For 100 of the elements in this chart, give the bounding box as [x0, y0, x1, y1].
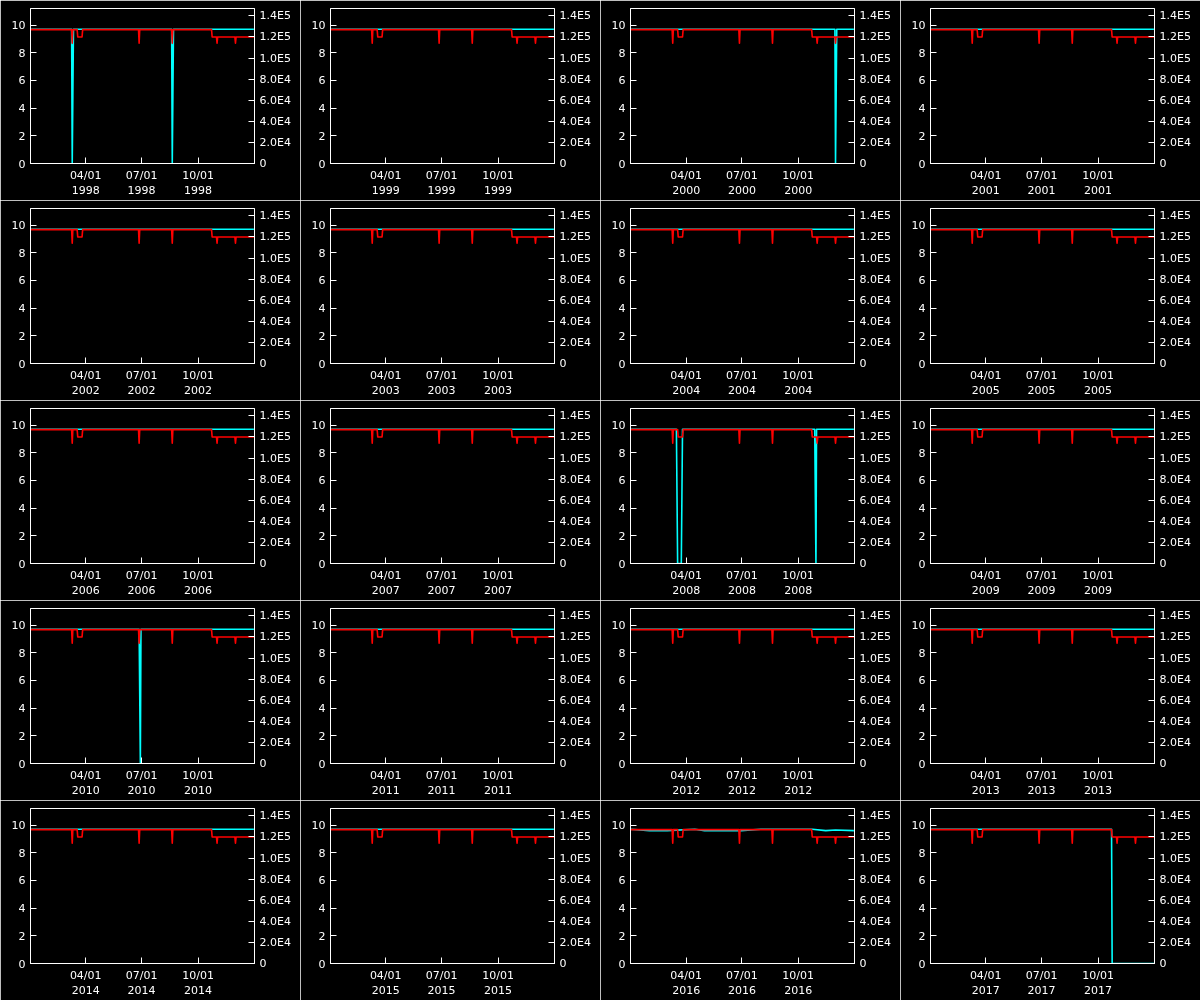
y-tick-label: 8	[318, 446, 326, 460]
x-tick-label: 07/01 2017	[1025, 968, 1058, 998]
y-tick-label: 4	[18, 902, 26, 916]
x-tick-label: 07/01 1999	[425, 168, 458, 198]
y2-tick-label: 8.0E4	[859, 72, 891, 86]
y2-tick-label: 1.0E5	[859, 851, 891, 865]
y-tick-label: 2	[618, 129, 626, 143]
y-tick-label: 2	[318, 729, 326, 743]
y2-tick-label: 1.2E5	[259, 230, 291, 244]
y2-tick-label: 1.2E5	[1159, 30, 1191, 44]
y2-tick-label: 4.0E4	[1159, 314, 1191, 328]
y-tick-label: 8	[918, 46, 926, 60]
y2-tick-label: 1.2E5	[259, 630, 291, 644]
y2-tick-label: 6.0E4	[259, 493, 291, 507]
y2-tick-label: 1.0E5	[259, 851, 291, 865]
y-tick-label: 8	[318, 46, 326, 60]
y2-tick-label: 6.0E4	[559, 93, 591, 107]
y2-tick-label: 4.0E4	[859, 714, 891, 728]
x-tick-label: 10/01 2005	[1082, 368, 1114, 398]
y2-tick-label: 1.4E5	[559, 809, 591, 823]
y-tick-label: 10	[911, 19, 926, 33]
y-tick-label: 0	[18, 357, 26, 371]
y-tick-label: 6	[918, 274, 926, 288]
y2-tick-label: 1.4E5	[1159, 209, 1191, 223]
y2-tick-label: 2.0E4	[559, 335, 591, 349]
y2-tick-label: 8.0E4	[1159, 472, 1191, 486]
x-tick-label: 07/01 2002	[125, 368, 158, 398]
y2-tick-label: 4.0E4	[559, 514, 591, 528]
y2-tick-label: 1.4E5	[259, 609, 291, 623]
y2-tick-label: 2.0E4	[1159, 935, 1191, 949]
y2-tick-label: 1.0E5	[859, 51, 891, 65]
y2-tick-label: 0	[1159, 957, 1167, 970]
y2-tick-label: 4.0E4	[259, 314, 291, 328]
x-tick-label: 07/01 2001	[1025, 168, 1058, 198]
y2-tick-label: 1.4E5	[559, 409, 591, 423]
x-tick-label: 10/01 2017	[1082, 968, 1114, 998]
y2-tick-label: 1.2E5	[559, 30, 591, 44]
y-tick-label: 8	[18, 446, 26, 460]
y-tick-label: 8	[918, 246, 926, 260]
x-tick-label: 04/01 2012	[670, 768, 703, 798]
x-tick-label: 04/01 2008	[670, 568, 703, 598]
y-tick-label: 8	[618, 646, 626, 660]
x-tick-label: 04/01 2001	[969, 168, 1002, 198]
y2-tick-label: 1.2E5	[859, 230, 891, 244]
y-tick-label: 10	[311, 619, 326, 633]
x-tick-label: 04/01 2000	[670, 168, 703, 198]
y-tick-label: 0	[618, 757, 626, 771]
y-tick-label: 0	[918, 157, 926, 171]
x-tick-label: 07/01 2003	[425, 368, 458, 398]
y-tick-label: 4	[18, 702, 26, 716]
y2-tick-label: 2.0E4	[259, 735, 291, 749]
y2-tick-label: 4.0E4	[259, 114, 291, 128]
y2-tick-label: 8.0E4	[259, 72, 291, 86]
x-tick-label: 07/01 2000	[726, 168, 758, 198]
y2-tick-label: 0	[859, 757, 867, 770]
x-tick-label: 10/01 1999	[482, 168, 514, 198]
y2-tick-label: 1.2E5	[859, 830, 891, 844]
x-tick-label: 07/01 2005	[1025, 368, 1058, 398]
y-tick-label: 6	[918, 674, 926, 688]
y2-tick-label: 1.4E5	[1159, 609, 1191, 623]
y-tick-label: 0	[18, 157, 26, 171]
x-tick-label: 10/01 2003	[482, 368, 514, 398]
y-tick-label: 10	[11, 819, 26, 833]
y2-tick-label: 1.4E5	[1159, 809, 1191, 823]
x-tick-label: 07/01 2012	[726, 768, 758, 798]
y-tick-label: 6	[318, 674, 326, 688]
y2-tick-label: 4.0E4	[859, 514, 891, 528]
y2-tick-label: 1.0E5	[559, 851, 591, 865]
y2-tick-label: 4.0E4	[859, 314, 891, 328]
y2-tick-label: 2.0E4	[1159, 535, 1191, 549]
y-tick-label: 0	[318, 957, 326, 971]
y-tick-label: 2	[918, 129, 926, 143]
x-tick-label: 04/01 2013	[969, 768, 1002, 798]
y2-tick-label: 0	[259, 757, 267, 770]
y-tick-label: 4	[918, 502, 926, 516]
y2-tick-label: 6.0E4	[859, 93, 891, 107]
y2-tick-label: 1.2E5	[1159, 630, 1191, 644]
y2-tick-label: 0	[859, 557, 867, 570]
y2-tick-label: 0	[859, 957, 867, 970]
y2-tick-label: 4.0E4	[259, 914, 291, 928]
y2-tick-label: 1.0E5	[1159, 851, 1191, 865]
y2-tick-label: 1.4E5	[1159, 409, 1191, 423]
y-tick-label: 6	[318, 874, 326, 888]
y2-tick-label: 8.0E4	[559, 72, 591, 86]
y2-tick-label: 0	[559, 157, 567, 170]
y-tick-label: 2	[18, 329, 26, 343]
y-tick-label: 10	[611, 19, 626, 33]
y-tick-label: 2	[918, 729, 926, 743]
y-tick-label: 0	[918, 357, 926, 371]
y2-tick-label: 1.0E5	[259, 651, 291, 665]
y-tick-label: 8	[18, 46, 26, 60]
y-tick-label: 4	[618, 102, 626, 116]
y2-tick-label: 6.0E4	[859, 293, 891, 307]
y-tick-label: 4	[318, 102, 326, 116]
x-tick-label: 10/01 2004	[782, 368, 815, 398]
x-tick-label: 04/01 2010	[69, 768, 102, 798]
y-tick-label: 2	[618, 929, 626, 943]
y2-tick-label: 6.0E4	[1159, 93, 1191, 107]
x-tick-label: 04/01 2004	[670, 368, 703, 398]
y2-tick-label: 0	[259, 557, 267, 570]
